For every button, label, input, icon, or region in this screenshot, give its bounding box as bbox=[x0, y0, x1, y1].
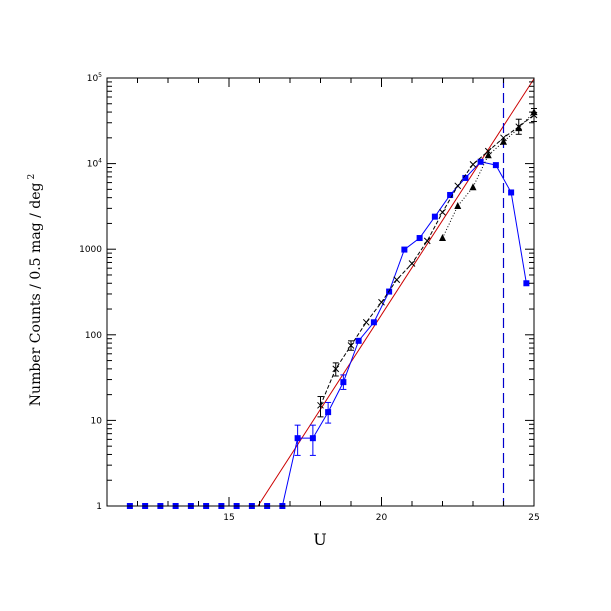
data-point-cross bbox=[454, 182, 462, 190]
data-point-cross bbox=[347, 342, 355, 349]
data-point-triangle bbox=[469, 183, 477, 191]
y-tick-label: 100 bbox=[85, 331, 102, 341]
data-point-square bbox=[462, 174, 469, 181]
data-point-square bbox=[447, 191, 454, 198]
data-point-cross bbox=[439, 208, 446, 216]
y-axis-title: Number Counts / 0.5 mag / deg 2 bbox=[27, 174, 44, 406]
y-axis-title-text: Number Counts / 0.5 mag / deg bbox=[28, 183, 44, 407]
y-tick-label-exponent: 5 bbox=[98, 72, 102, 79]
data-point-cross bbox=[408, 260, 416, 267]
data-point-square bbox=[492, 162, 499, 169]
y-tick-label-base: 1 bbox=[96, 502, 102, 512]
data-point-triangle bbox=[500, 137, 507, 145]
y-tick-label-base: 10 bbox=[87, 74, 99, 84]
y-tick-label-base: 100 bbox=[85, 331, 102, 341]
data-point-square bbox=[523, 280, 530, 287]
data-point-triangle bbox=[454, 201, 462, 209]
data-point-square bbox=[431, 213, 438, 220]
data-point-square bbox=[340, 379, 347, 386]
data-point-square bbox=[508, 189, 515, 196]
data-point-cross bbox=[317, 401, 324, 409]
y-tick-label-base: 10 bbox=[87, 160, 99, 170]
x-axis-title: U bbox=[313, 530, 326, 549]
x-tick-label: 20 bbox=[376, 513, 388, 523]
y-tick-label: 10 bbox=[91, 416, 103, 426]
data-point-square bbox=[325, 409, 332, 416]
series-line-crosses-dashed bbox=[320, 114, 535, 406]
model-fit-line bbox=[257, 78, 535, 507]
data-point-cross bbox=[469, 160, 477, 168]
data-point-cross bbox=[393, 276, 401, 284]
data-point-triangle bbox=[515, 124, 523, 132]
x-tick-label: 25 bbox=[528, 513, 539, 523]
y-tick-label: 105 bbox=[87, 72, 102, 84]
data-point-square bbox=[370, 319, 377, 326]
data-point-cross bbox=[332, 365, 340, 373]
data-point-square bbox=[416, 235, 423, 242]
data-point-cross bbox=[423, 237, 431, 245]
y-tick-label: 1 bbox=[96, 502, 102, 512]
data-point-triangle bbox=[439, 234, 446, 242]
data-point-cross bbox=[362, 318, 370, 326]
data-point-cross bbox=[484, 147, 492, 155]
y-tick-label-base: 10 bbox=[91, 416, 103, 426]
data-point-square bbox=[477, 158, 484, 165]
data-point-cross bbox=[378, 298, 385, 306]
data-point-square bbox=[309, 435, 316, 442]
x-tick-label: 15 bbox=[223, 513, 234, 523]
data-point-square bbox=[355, 337, 362, 344]
y-tick-label: 104 bbox=[87, 158, 102, 170]
y-tick-label-base: 1000 bbox=[79, 245, 102, 255]
y-tick-label: 1000 bbox=[79, 245, 102, 255]
data-point-square bbox=[401, 246, 408, 253]
data-point-triangle bbox=[484, 151, 492, 159]
data-point-square bbox=[294, 435, 301, 442]
y-axis-title-superscript: 2 bbox=[27, 174, 37, 180]
y-tick-label-exponent: 4 bbox=[98, 158, 102, 165]
